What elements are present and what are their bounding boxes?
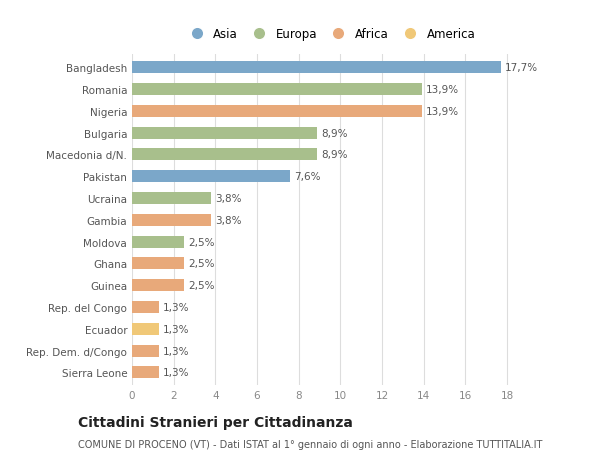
Text: COMUNE DI PROCENO (VT) - Dati ISTAT al 1° gennaio di ogni anno - Elaborazione TU: COMUNE DI PROCENO (VT) - Dati ISTAT al 1… — [78, 439, 542, 449]
Bar — [132, 171, 290, 183]
Text: 1,3%: 1,3% — [163, 346, 190, 356]
Bar — [132, 345, 159, 357]
Text: 17,7%: 17,7% — [505, 63, 538, 73]
Bar — [132, 84, 422, 96]
Bar — [132, 258, 184, 270]
Text: 13,9%: 13,9% — [426, 106, 459, 117]
Text: 8,9%: 8,9% — [322, 150, 348, 160]
Bar — [132, 214, 211, 226]
Text: 2,5%: 2,5% — [188, 237, 215, 247]
Text: 3,8%: 3,8% — [215, 215, 242, 225]
Text: 2,5%: 2,5% — [188, 259, 215, 269]
Text: 1,3%: 1,3% — [163, 302, 190, 312]
Text: 7,6%: 7,6% — [295, 172, 321, 182]
Text: 1,3%: 1,3% — [163, 368, 190, 377]
Bar — [132, 106, 422, 118]
Text: 8,9%: 8,9% — [322, 129, 348, 138]
Bar — [132, 128, 317, 140]
Bar — [132, 280, 184, 291]
Text: Cittadini Stranieri per Cittadinanza: Cittadini Stranieri per Cittadinanza — [78, 415, 353, 429]
Bar — [132, 149, 317, 161]
Bar — [132, 367, 159, 379]
Bar — [132, 236, 184, 248]
Text: 2,5%: 2,5% — [188, 280, 215, 291]
Bar — [132, 62, 501, 74]
Bar — [132, 193, 211, 205]
Bar — [132, 301, 159, 313]
Text: 1,3%: 1,3% — [163, 324, 190, 334]
Text: 13,9%: 13,9% — [426, 85, 459, 95]
Text: 3,8%: 3,8% — [215, 194, 242, 204]
Legend: Asia, Europa, Africa, America: Asia, Europa, Africa, America — [181, 25, 479, 45]
Bar — [132, 323, 159, 335]
